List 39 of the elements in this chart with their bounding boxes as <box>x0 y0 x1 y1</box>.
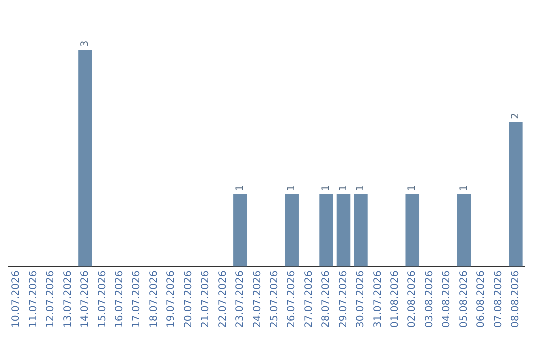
data-label: 1 <box>235 185 246 192</box>
x-tick-label: 06.08.2026 <box>476 270 488 328</box>
x-tick-label: 20.07.2026 <box>183 270 194 328</box>
x-tick-label: 05.08.2026 <box>458 270 470 328</box>
x-tick-label: 08.08.2026 <box>510 270 522 328</box>
x-tick-label: 25.07.2026 <box>269 270 280 328</box>
data-label: 1 <box>338 185 350 192</box>
data-label: 1 <box>407 185 418 192</box>
x-tick-label: 12.07.2026 <box>46 270 57 328</box>
x-tick-label: 15.07.2026 <box>97 270 108 328</box>
data-label: 3 <box>80 40 92 48</box>
x-tick-label: 04.08.2026 <box>442 270 453 328</box>
x-tick-label: 13.07.2026 <box>62 270 74 328</box>
data-label: 1 <box>356 185 367 192</box>
x-tick-label: 18.07.2026 <box>148 270 160 328</box>
x-tick-label: 17.07.2026 <box>132 270 143 328</box>
x-tick-label: 01.08.2026 <box>390 270 401 328</box>
data-label: 1 <box>321 185 332 192</box>
x-tick-label: 14.07.2026 <box>80 270 92 328</box>
x-tick-label: 29.07.2026 <box>338 270 350 328</box>
x-tick-label: 24.07.2026 <box>252 270 264 328</box>
x-tick-label: 23.07.2026 <box>235 270 246 328</box>
x-tick-label: 19.07.2026 <box>166 270 178 328</box>
data-label: 1 <box>286 185 298 192</box>
data-label: 1 <box>458 185 470 192</box>
x-tick-label: 28.07.2026 <box>321 270 332 328</box>
x-tick-label: 26.07.2026 <box>286 270 298 328</box>
x-tick-label: 02.08.2026 <box>407 270 418 328</box>
x-tick-label: 11.07.2026 <box>28 270 40 328</box>
x-tick-label: 31.07.2026 <box>372 270 384 328</box>
data-label: 2 <box>510 112 522 120</box>
x-tick-label: 16.07.2026 <box>114 270 126 328</box>
x-tick-label: 03.08.2026 <box>424 270 436 328</box>
x-tick-label: 07.08.2026 <box>493 270 504 328</box>
x-tick-label: 22.07.2026 <box>218 270 229 328</box>
x-tick-label: 21.07.2026 <box>200 270 212 328</box>
x-tick-label: 10.07.2026 <box>11 270 22 328</box>
x-tick-label: 27.07.2026 <box>304 270 315 328</box>
x-tick-label: 30.07.2026 <box>356 270 367 328</box>
